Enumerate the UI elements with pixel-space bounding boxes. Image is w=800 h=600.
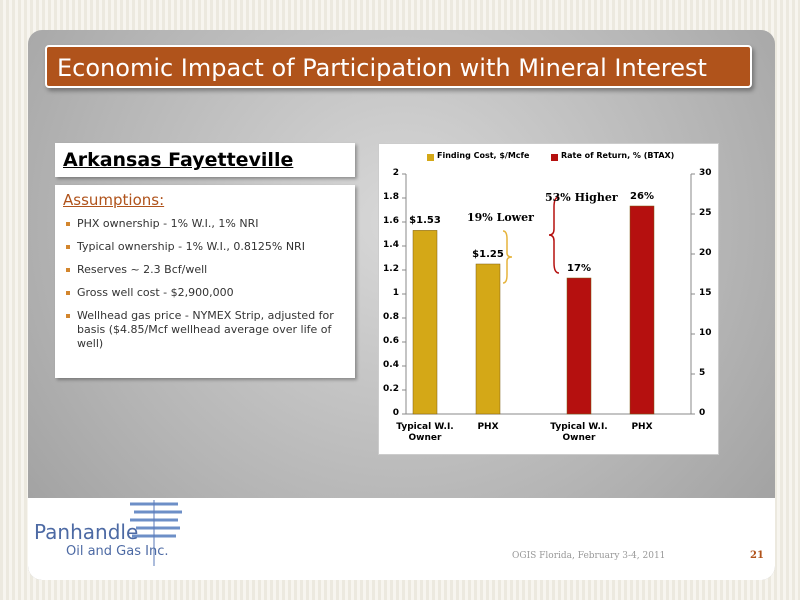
y-tick-label: 0.8 — [383, 312, 399, 322]
page-number: 21 — [750, 550, 764, 561]
brace — [502, 230, 513, 284]
assumptions: Assumptions: PHX ownership - 1% W.I., 1%… — [55, 185, 355, 378]
y2-tick-label: 15 — [699, 288, 712, 298]
logo-icon — [130, 500, 182, 566]
data-label: $1.53 — [409, 215, 441, 227]
chart: 0 0.2 0.4 0.6 0.8 1 1.2 1.4 1.6 1.8 2 0 5 10 15 20 25 30 T… — [378, 143, 719, 455]
assumption-item: Reserves ~ 2.3 Bcf/well — [66, 263, 347, 277]
legend-swatch — [427, 154, 434, 161]
assumption-list: PHX ownership - 1% W.I., 1% NRI Typical o… — [63, 217, 347, 351]
bar — [629, 205, 655, 415]
y-tick-label: 1.2 — [383, 264, 399, 274]
footer-text: OGIS Florida, February 3-4, 2011 — [512, 551, 666, 561]
y-tick-label: 0.6 — [383, 336, 399, 346]
bar — [475, 263, 501, 415]
y-tick-label: 1.8 — [383, 192, 399, 202]
assumption-item: Wellhead gas price - NYMEX Strip, adjust… — [66, 309, 347, 351]
y2-tick-label: 0 — [699, 408, 706, 418]
assumption-item: Gross well cost - $2,900,000 — [66, 286, 347, 300]
annotation: 53% Higher — [545, 191, 618, 204]
y-tick-label: 0.2 — [383, 384, 399, 394]
slide-title: Economic Impact of Participation with Mi… — [45, 45, 752, 88]
x-tick-label: Typical W.I. Owner — [550, 422, 608, 443]
y-tick-label: 1.4 — [383, 240, 399, 250]
data-label: $1.25 — [472, 249, 504, 260]
logo-name: Panhandle — [34, 520, 139, 544]
y-tick-label: 0 — [392, 408, 399, 418]
y-tick-label: 0.4 — [383, 360, 399, 370]
subtitle: Arkansas Fayetteville Shale — [55, 143, 355, 205]
bar — [412, 230, 438, 415]
assumption-item: Typical ownership - 1% W.I., 0.8125% NRI — [66, 240, 347, 254]
y-tick-label: 1 — [392, 288, 399, 298]
logo-tagline: Oil and Gas Inc. — [66, 544, 169, 559]
slide: Panhandle Oil and Gas Inc. OGIS Florida,… — [28, 30, 775, 580]
brace — [548, 196, 560, 274]
y2-tick-label: 25 — [699, 208, 712, 218]
y2-tick-label: 30 — [699, 168, 712, 178]
x-tick-label: PHX — [477, 422, 499, 432]
assumption-item: PHX ownership - 1% W.I., 1% NRI — [66, 217, 347, 231]
y2-tick-label: 20 — [699, 248, 712, 258]
x-tick-label: PHX — [631, 422, 653, 432]
data-label: 17% — [567, 263, 591, 274]
y-tick-label: 2 — [392, 168, 399, 178]
y2-tick-label: 10 — [699, 328, 712, 338]
bar — [566, 277, 592, 415]
legend-label: Rate of Return, % (BTAX) — [561, 151, 675, 160]
footer-band: Panhandle Oil and Gas Inc. OGIS Florida,… — [28, 498, 775, 580]
chart-marks — [402, 154, 695, 415]
assumptions-heading: Assumptions: — [63, 191, 165, 209]
y2-tick-label: 5 — [699, 368, 706, 378]
data-label: 26% — [630, 191, 654, 202]
y-tick-label: 1.6 — [383, 216, 399, 226]
legend-label: Finding Cost, $/Mcfe — [437, 151, 530, 160]
legend-swatch — [551, 154, 558, 161]
annotation: 19% Lower — [467, 211, 534, 224]
x-tick-label: Typical W.I. Owner — [396, 422, 454, 443]
